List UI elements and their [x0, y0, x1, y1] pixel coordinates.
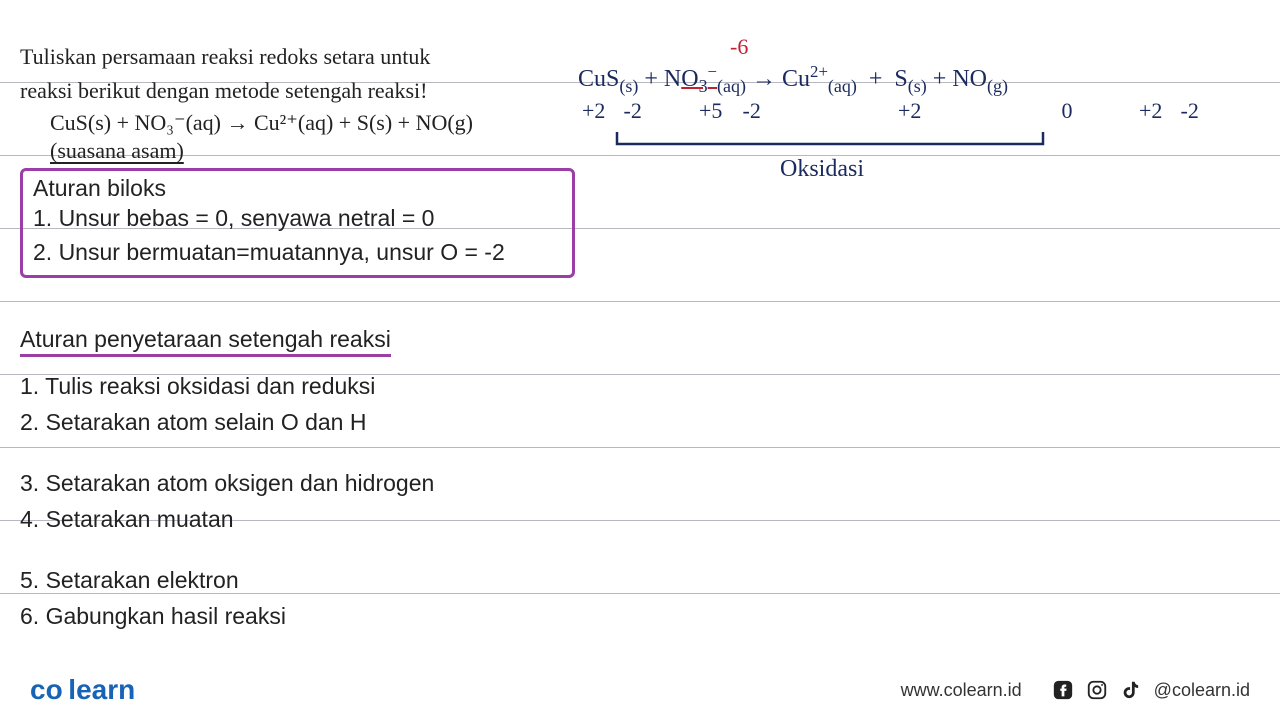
- ox-s-left: -2: [624, 98, 694, 124]
- ox-cu-right: +2: [898, 98, 1056, 124]
- left-column: Tuliskan persamaan reaksi redoks setara …: [20, 40, 580, 635]
- ox-n-right: +2: [1139, 98, 1175, 124]
- reaction-equation: CuS(s) + NO₃⁻(aq) → Cu²⁺(aq) + S(s) + NO…: [20, 110, 580, 136]
- step-item: 4. Setarakan muatan: [20, 502, 580, 538]
- reaction-condition: (suasana asam): [20, 138, 580, 164]
- logo-learn: learn: [68, 674, 135, 705]
- step-item: 6. Gabungkan hasil reaksi: [20, 599, 580, 635]
- ox-s-right: 0: [1062, 98, 1134, 124]
- step-item: 3. Setarakan atom oksigen dan hidrogen: [20, 466, 580, 502]
- footer: co learn www.colearn.id @colearn.id: [0, 660, 1280, 720]
- hw-oxidation-states: +2 -2 +5 -2 +2 0 +2 -2: [582, 98, 1280, 124]
- rules-box-title: Aturan biloks: [33, 175, 562, 202]
- procedure-steps: 1. Tulis reaksi oksidasi dan reduksi 2. …: [20, 369, 580, 635]
- ox-o-left: -2: [743, 98, 893, 124]
- tiktok-icon[interactable]: [1120, 679, 1142, 701]
- footer-url[interactable]: www.colearn.id: [901, 680, 1022, 701]
- ox-o-right: -2: [1181, 98, 1199, 124]
- hw-equation: CuS(s) + NO3−(aq) → Cu2+(aq) + S(s) + NO…: [578, 62, 1278, 97]
- footer-right: www.colearn.id @colearn.id: [901, 679, 1250, 701]
- rules-item: 2. Unsur bermuatan=muatannya, unsur O = …: [33, 236, 562, 269]
- step-item: 5. Setarakan elektron: [20, 563, 580, 599]
- ox-cu-left: +2: [582, 98, 618, 124]
- facebook-icon[interactable]: [1052, 679, 1074, 701]
- rules-box: Aturan biloks 1. Unsur bebas = 0, senyaw…: [20, 168, 575, 278]
- instagram-icon[interactable]: [1086, 679, 1108, 701]
- logo-co: co: [30, 674, 63, 705]
- question-line1: Tuliskan persamaan reaksi redoks setara …: [20, 44, 430, 69]
- hw-top-annotation: -6: [730, 34, 748, 60]
- ox-n-left: +5: [699, 98, 737, 124]
- logo: co learn: [30, 674, 135, 706]
- question-text: Tuliskan persamaan reaksi redoks setara …: [20, 40, 580, 108]
- rules-item: 1. Unsur bebas = 0, senyawa netral = 0: [33, 202, 562, 235]
- footer-handle[interactable]: @colearn.id: [1154, 680, 1250, 701]
- procedure-title: Aturan penyetaraan setengah reaksi: [20, 326, 391, 357]
- question-line2: reaksi berikut dengan metode setengah re…: [20, 78, 427, 103]
- step-item: 2. Setarakan atom selain O dan H: [20, 405, 580, 441]
- hw-bracket-label: Oksidasi: [780, 156, 864, 183]
- step-item: 1. Tulis reaksi oksidasi dan reduksi: [20, 369, 580, 405]
